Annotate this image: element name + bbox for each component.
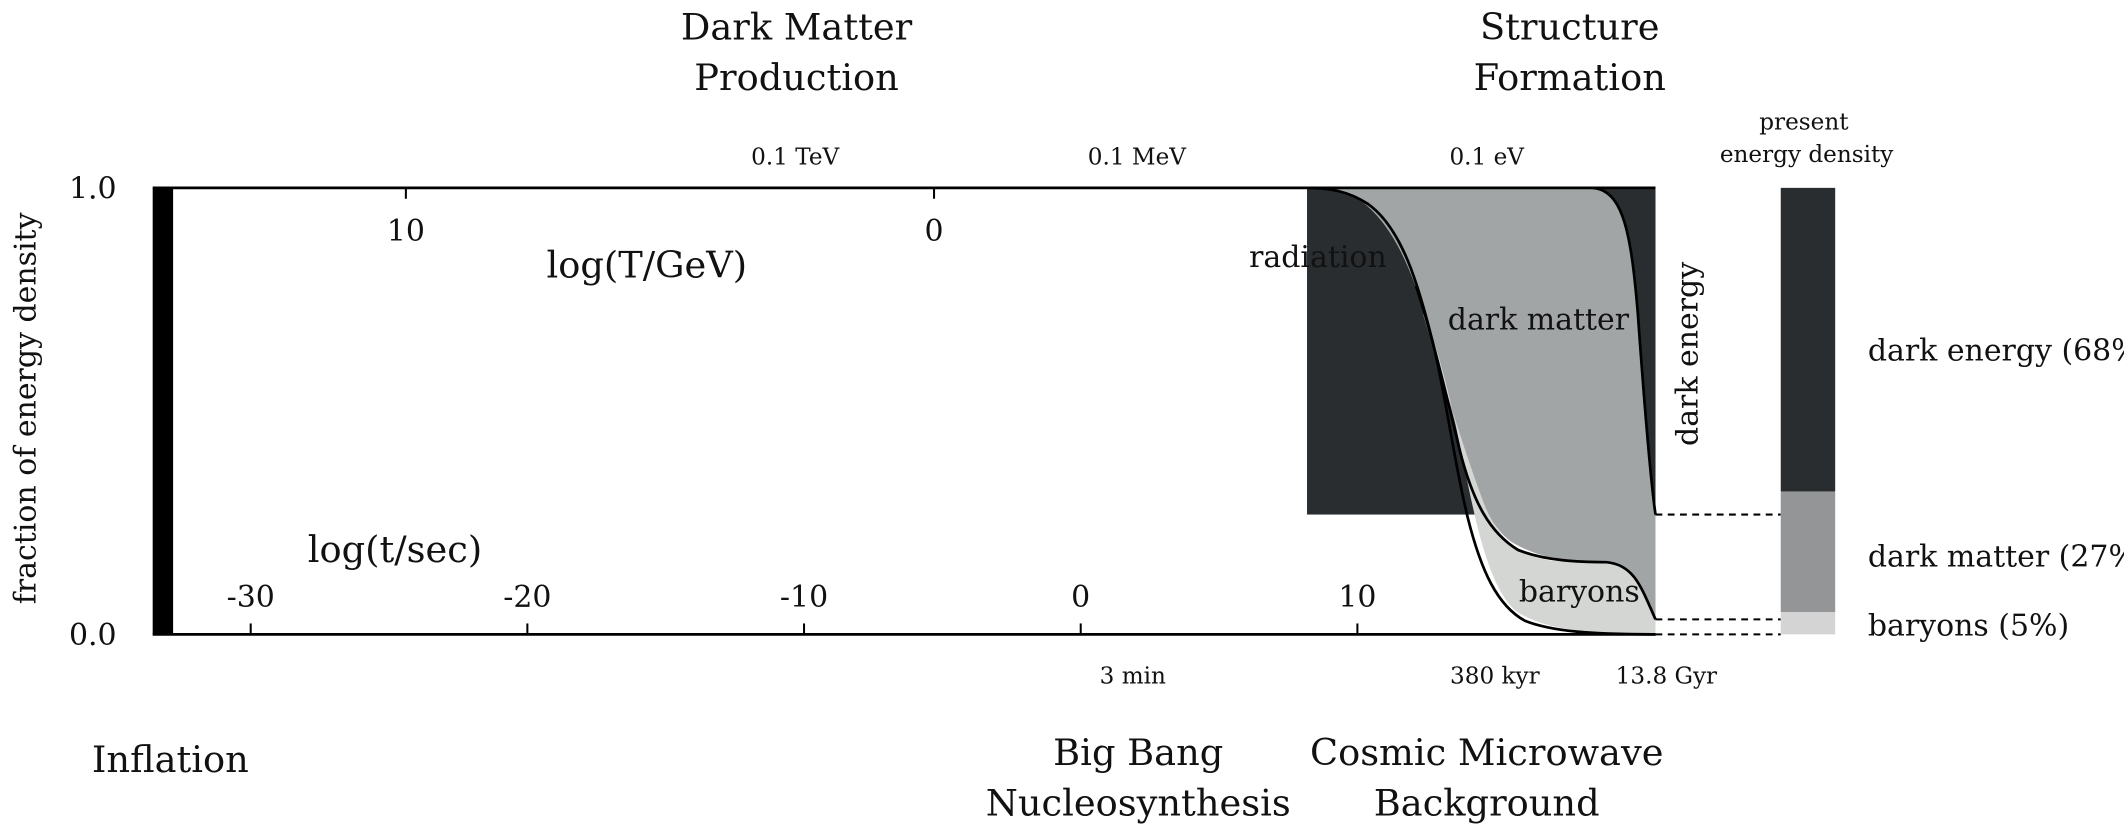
y-axis-label: fraction of energy density	[9, 212, 44, 604]
present-segment-label: baryons (5%)	[1868, 609, 2069, 644]
epoch-label: Formation	[1474, 56, 1666, 99]
present-energy-bar	[1780, 187, 1836, 635]
bottom-tick-label: 0	[1071, 580, 1090, 615]
plot-area	[152, 186, 1836, 636]
top-axis-label: log(T/GeV)	[547, 244, 748, 287]
bottom-tick-label: -30	[227, 580, 275, 615]
radiation-label: radiation	[1249, 240, 1387, 275]
dark-energy-boundary-curve	[1592, 186, 1657, 515]
dark-matter-area	[1307, 187, 1656, 620]
bottom-tick-label: -20	[503, 580, 551, 615]
present-segment-dark-energy	[1780, 187, 1836, 492]
epoch-label: Cosmic Microwave	[1310, 731, 1664, 774]
present-segment-label: dark energy (68%)	[1868, 334, 2124, 369]
bottom-tick-label: -10	[780, 580, 828, 615]
time-mark: 3 min	[1100, 663, 1166, 689]
top-tick-label: 0	[925, 214, 944, 249]
epoch-label: Nucleosynthesis	[986, 781, 1291, 824]
bottom-tick-label: 10	[1338, 580, 1376, 615]
baryons-label: baryons	[1519, 575, 1640, 610]
energy-mark: 0.1 MeV	[1088, 145, 1187, 171]
baryon-boundary-curve	[1414, 285, 1657, 620]
epoch-label: Production	[694, 56, 899, 99]
y-tick-label: 0.0	[69, 618, 117, 653]
energy-mark: 0.1 TeV	[751, 145, 840, 171]
dark-matter-label: dark matter	[1448, 302, 1630, 337]
time-mark: 380 kyr	[1450, 663, 1541, 689]
top-tick-label: 10	[387, 214, 425, 249]
present-title: energy density	[1720, 142, 1894, 168]
time-mark: 13.8 Gyr	[1616, 663, 1718, 689]
epoch-label: Dark Matter	[681, 5, 913, 48]
present-segment-dark-matter	[1780, 491, 1836, 613]
epoch-label: Structure	[1480, 5, 1660, 48]
present-segment-label: dark matter (27%)	[1868, 539, 2124, 574]
epoch-label: Background	[1374, 781, 1600, 824]
y-tick-label: 1.0	[69, 172, 117, 207]
present-segment-baryons	[1780, 612, 1836, 635]
present-title: present	[1759, 109, 1849, 135]
baryons-area	[1422, 313, 1656, 635]
dark-energy-label: dark energy	[1671, 262, 1706, 446]
epoch-label: Big Bang	[1053, 731, 1223, 774]
bottom-axis-label: log(t/sec)	[308, 528, 482, 571]
epoch-label: Inflation	[92, 738, 249, 781]
energy-mark: 0.1 eV	[1449, 145, 1525, 171]
radiation-boundary-curve	[1307, 186, 1656, 636]
inflation-bar	[152, 187, 174, 635]
